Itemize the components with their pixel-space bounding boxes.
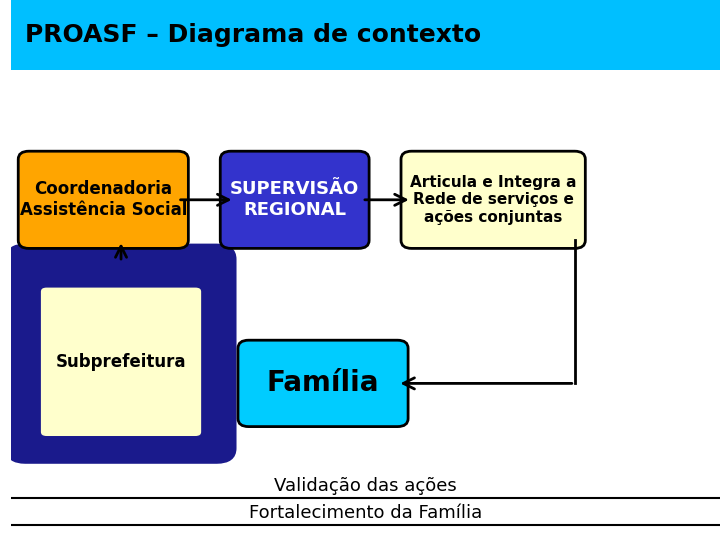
Text: Validação das ações: Validação das ações	[274, 477, 457, 495]
FancyBboxPatch shape	[40, 286, 202, 437]
Text: Fortalecimento da Família: Fortalecimento da Família	[249, 504, 482, 522]
Text: SUPERVISÃO
REGIONAL: SUPERVISÃO REGIONAL	[230, 180, 359, 219]
FancyBboxPatch shape	[8, 246, 235, 462]
Text: Articula e Integra a
Rede de serviços e
ações conjuntas: Articula e Integra a Rede de serviços e …	[410, 175, 577, 225]
FancyBboxPatch shape	[401, 151, 585, 248]
Text: Subprefeitura: Subprefeitura	[55, 353, 186, 371]
FancyBboxPatch shape	[18, 151, 189, 248]
FancyBboxPatch shape	[220, 151, 369, 248]
Text: Coordenadoria
Assistência Social: Coordenadoria Assistência Social	[19, 180, 187, 219]
FancyBboxPatch shape	[238, 340, 408, 427]
Text: PROASF – Diagrama de contexto: PROASF – Diagrama de contexto	[25, 23, 482, 47]
FancyBboxPatch shape	[11, 0, 720, 70]
Text: Família: Família	[267, 369, 379, 397]
